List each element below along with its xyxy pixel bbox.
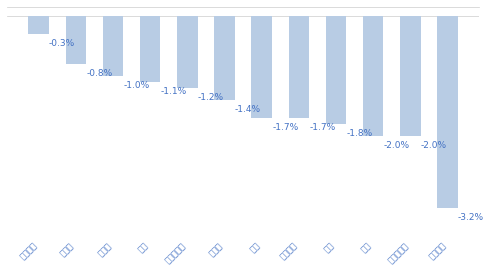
Bar: [65, 16, 86, 64]
Text: -1.1%: -1.1%: [160, 87, 187, 96]
Bar: [214, 16, 235, 100]
Bar: [363, 16, 384, 136]
Bar: [177, 16, 198, 88]
Bar: [400, 16, 421, 136]
Text: -0.8%: -0.8%: [86, 69, 112, 78]
Text: -2.0%: -2.0%: [384, 141, 410, 150]
Text: -1.4%: -1.4%: [235, 105, 261, 114]
Bar: [28, 16, 49, 34]
Bar: [326, 16, 346, 124]
Text: -0.3%: -0.3%: [49, 39, 75, 48]
Bar: [140, 16, 160, 82]
Text: -1.7%: -1.7%: [272, 123, 298, 132]
Text: -1.8%: -1.8%: [346, 129, 373, 138]
Bar: [289, 16, 309, 118]
Text: -1.7%: -1.7%: [309, 123, 336, 132]
Bar: [103, 16, 123, 76]
Text: -1.2%: -1.2%: [198, 93, 224, 102]
Text: -2.0%: -2.0%: [421, 141, 447, 150]
Bar: [251, 16, 272, 118]
Bar: [437, 16, 458, 208]
Text: -1.0%: -1.0%: [123, 81, 149, 90]
Text: -3.2%: -3.2%: [458, 213, 484, 222]
